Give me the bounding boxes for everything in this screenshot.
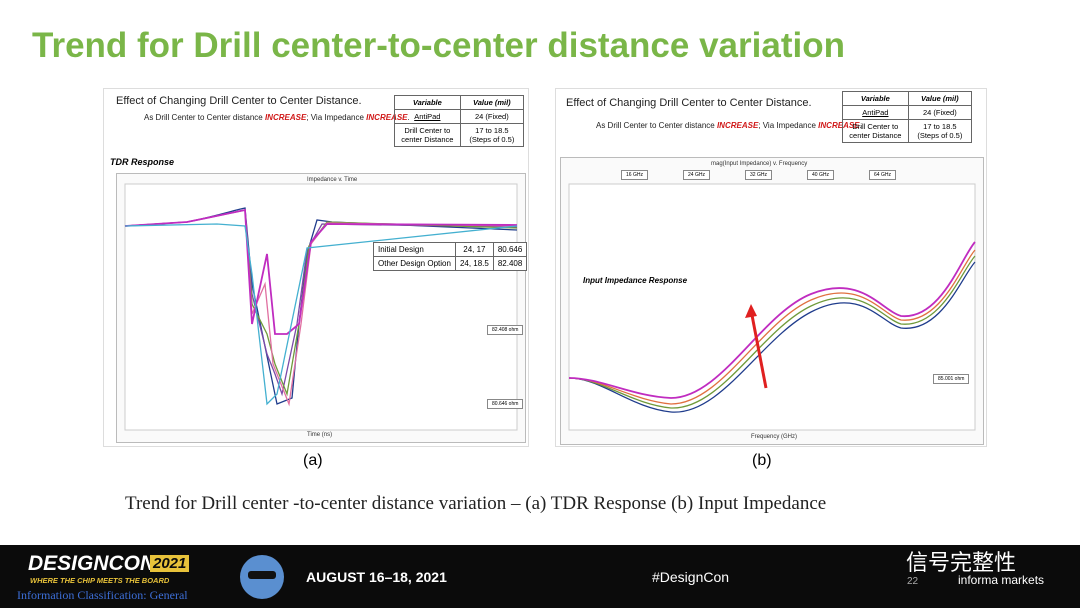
variable-table: Variable Value (mil) AntiPad 24 (Fixed) Dr… xyxy=(842,91,973,143)
variable-table: Variable Value (mil) AntiPad 24 (Fixed) Dr… xyxy=(394,95,525,147)
curve xyxy=(568,249,976,405)
arrow-head xyxy=(745,304,757,318)
hashtag: #DesignCon xyxy=(652,569,730,585)
x-axis-label: Time (ns) xyxy=(307,432,333,438)
cell: AntiPad xyxy=(842,105,909,120)
x-axis-label: Frequency (GHz) xyxy=(751,434,798,440)
marker-label: 82.408 ohm xyxy=(487,325,524,335)
subheading: As Drill Center to Center distance INCRE… xyxy=(596,121,862,130)
frequency-markers: 16 GHz 24 GHz 32 GHz 40 GHz 64 GHz xyxy=(621,170,921,180)
classification: Information Classification: General xyxy=(17,588,188,602)
figure-caption: Trend for Drill center -to-center distan… xyxy=(125,493,827,514)
design-table: Initial Design 24, 17 80.646 Other Design … xyxy=(373,242,528,271)
cell: 24 (Fixed) xyxy=(907,105,973,120)
frequency-marker: 16 GHz xyxy=(621,170,648,180)
plot-title: mag(Input Impedance) v. Frequency xyxy=(711,161,808,167)
text: ; Via Impedance xyxy=(306,113,367,122)
tagline: WHERE THE CHIP MEETS THE BOARD xyxy=(30,576,170,585)
title: Trend for Drill center-to-center distanc… xyxy=(32,26,845,65)
right-figure: Effect of Changing Drill Center to Cente… xyxy=(555,88,987,447)
marker-label: 85.001 ohm xyxy=(933,374,970,384)
curves xyxy=(124,183,518,431)
logo: DESIGNCON xyxy=(28,552,156,575)
dates: AUGUST 16–18, 2021 xyxy=(306,569,447,585)
subheading: As Drill Center to Center distance INCRE… xyxy=(144,113,410,122)
text: INCREASE xyxy=(818,121,860,130)
cell: Variable xyxy=(394,95,461,110)
plot-title: Impedance v. Time xyxy=(307,177,358,183)
axes-frame xyxy=(568,183,976,431)
cell: 17 to 18.5 (Steps of 0.5) xyxy=(907,119,973,143)
section-label: TDR Response xyxy=(110,157,175,167)
frequency-marker: 32 GHz xyxy=(745,170,772,180)
heading: Effect of Changing Drill Center to Cente… xyxy=(116,95,362,107)
text: INCREASE xyxy=(716,121,759,130)
cell: Value (mil) xyxy=(907,91,973,106)
sponsor: informa markets xyxy=(958,573,1045,587)
caption: (a) xyxy=(303,452,323,469)
cell: AntiPad xyxy=(394,109,461,124)
text: As Drill Center to Center distance xyxy=(144,113,265,122)
cell: Initial Design xyxy=(373,242,456,257)
cell: 80.646 xyxy=(492,242,528,257)
frequency-marker: 40 GHz xyxy=(807,170,834,180)
cell: 17 to 18.5 (Steps of 0.5) xyxy=(459,123,525,147)
marker-label: 80.646 ohm xyxy=(487,399,524,409)
text: INCREASE xyxy=(264,113,307,122)
text: ; Via Impedance xyxy=(758,121,819,130)
tdr-curves xyxy=(124,207,518,407)
cell: 24 (Fixed) xyxy=(459,109,525,124)
frequency-marker: 64 GHz xyxy=(869,170,896,180)
plot-area: mag(Input Impedance) v. Frequency 16 GHz… xyxy=(560,157,984,445)
section-label: Input Impedance Response xyxy=(583,276,688,285)
page-number: 22 xyxy=(907,576,919,587)
text: As Drill Center to Center distance xyxy=(596,121,717,130)
trend-arrow xyxy=(749,309,768,389)
plot-area: Impedance v. Time Initial Design 24, 17 80… xyxy=(116,173,528,443)
watermark: 信号完整性 xyxy=(906,550,1017,575)
curve xyxy=(568,255,976,409)
frequency-marker: 24 GHz xyxy=(683,170,710,180)
cell: Drill Center to center Distance xyxy=(842,119,909,143)
cell: Drill Center to center Distance xyxy=(394,123,461,147)
curve xyxy=(124,208,518,335)
cell: Value (mil) xyxy=(459,95,525,110)
curve xyxy=(568,241,976,399)
curve xyxy=(568,261,976,413)
cell: 82.408 xyxy=(492,256,528,271)
heading: Effect of Changing Drill Center to Cente… xyxy=(566,97,812,109)
cell: 24, 17 xyxy=(454,242,494,257)
cell: Other Design Option xyxy=(373,256,456,271)
left-figure: Effect of Changing Drill Center to Cente… xyxy=(103,88,529,447)
icon-glasses xyxy=(248,571,276,579)
mascot-icon xyxy=(240,555,284,599)
text: INCREASE xyxy=(366,113,408,122)
impedance-curves xyxy=(568,241,976,413)
curves xyxy=(568,183,976,431)
caption: (b) xyxy=(752,452,772,469)
logo-year: 2021 xyxy=(150,555,190,572)
curve xyxy=(124,223,518,406)
cell: Variable xyxy=(842,91,909,106)
cell: 24, 18.5 xyxy=(454,256,494,271)
